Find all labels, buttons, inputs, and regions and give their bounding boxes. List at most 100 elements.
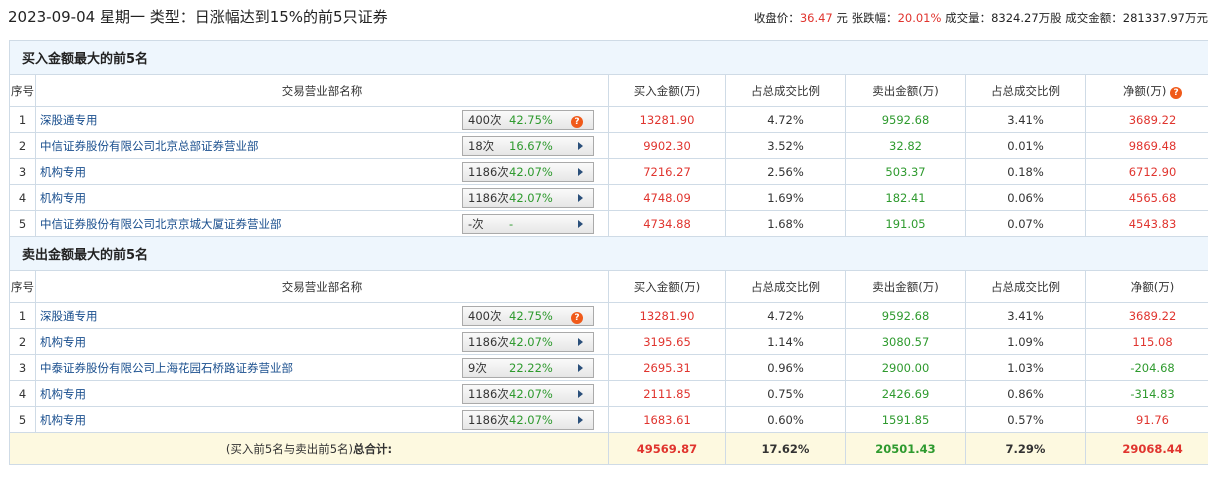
sell-amount: 2900.00 (845, 354, 966, 381)
list-rate: 42.07% (509, 413, 553, 427)
close-unit: 元 (832, 11, 852, 25)
col-sell-amount-header: 卖出金额(万) (845, 74, 966, 107)
branch-stats-button[interactable]: 9次 22.22% (462, 358, 594, 378)
amount-label: 成交金额： (1061, 11, 1123, 25)
col-sell-amount-label: 卖出金额(万) (872, 279, 939, 294)
table-row: 5 中信证券股份有限公司北京京城大厦证券营业部 -次 - 4734.88 1.68… (9, 210, 1208, 237)
total-label-bold: 总合计: (353, 441, 393, 456)
amount-value: 281337.97万元 (1122, 11, 1208, 25)
branch-name-link[interactable]: 中信证券股份有限公司北京京城大厦证券营业部 (40, 216, 282, 231)
row-no: 1 (9, 106, 36, 133)
buy-amount: 9902.30 (608, 132, 726, 159)
list-count: 1186次 (468, 335, 509, 349)
volume-value: 8324.27万股 (991, 11, 1062, 25)
branch-cell: 机构专用 1186次 42.07% (35, 406, 609, 433)
net-amount: 9869.48 (1084, 132, 1208, 159)
buy-ratio: 4.72% (725, 106, 846, 133)
sell-amount: 9592.68 (845, 302, 966, 329)
buy-amount: 2695.31 (608, 354, 726, 381)
branch-name-link[interactable]: 中信证券股份有限公司北京总部证券营业部 (40, 138, 259, 153)
buy-amount: 4734.88 (608, 210, 726, 237)
branch-name-link[interactable]: 机构专用 (40, 412, 86, 427)
net-amount: -204.68 (1084, 354, 1208, 381)
buy-ratio: 1.69% (725, 184, 846, 211)
buy-ratio: 0.75% (725, 380, 846, 407)
buy-ratio: 0.60% (725, 406, 846, 433)
branch-stats-button[interactable]: 1186次 42.07% (462, 332, 594, 352)
arrow-right-icon[interactable] (578, 215, 583, 233)
list-rate: 42.07% (509, 191, 553, 205)
table-row: 1 深股通专用 400次 42.75%? 13281.90 4.72% 9592.… (9, 106, 1208, 133)
col-branch-name-header: 交易营业部名称 (35, 270, 609, 303)
branch-name-link[interactable]: 机构专用 (40, 164, 86, 179)
branch-cell: 中泰证券股份有限公司上海花园石桥路证券营业部 9次 22.22% (35, 354, 609, 381)
branch-stats-button[interactable]: 1186次 42.07% (462, 384, 594, 404)
buy-amount: 2111.85 (608, 380, 726, 407)
page-title: 2023-09-04 星期一 类型：日涨幅达到15%的前5只证券 (8, 8, 388, 26)
sell-ratio: 0.18% (965, 158, 1086, 185)
col-buy-ratio-label: 占总成交比例 (751, 83, 820, 98)
buy-amount: 4748.09 (608, 184, 726, 211)
arrow-right-icon[interactable] (578, 359, 583, 377)
sell-amount: 2426.69 (845, 380, 966, 407)
col-no-header: 序号 (9, 74, 36, 107)
branch-cell: 机构专用 1186次 42.07% (35, 158, 609, 185)
table-row: 2 中信证券股份有限公司北京总部证券营业部 18次 16.67% 9902.30 … (9, 132, 1208, 159)
list-count: 1186次 (468, 387, 509, 401)
list-count: 400次 (468, 113, 502, 127)
table-row: 3 机构专用 1186次 42.07% 7216.27 2.56% 503.37 … (9, 158, 1208, 185)
sell-ratio: 1.09% (965, 328, 1086, 355)
row-no: 4 (9, 380, 36, 407)
branch-name-link[interactable]: 中泰证券股份有限公司上海花园石桥路证券营业部 (40, 360, 293, 375)
list-count: 1186次 (468, 165, 509, 179)
branch-stats-button[interactable]: 400次 42.75%? (462, 110, 594, 130)
arrow-right-icon[interactable] (578, 333, 583, 351)
branch-stats-button[interactable]: 1186次 42.07% (462, 162, 594, 182)
section-title: 卖出金额最大的前5名 (8, 236, 1208, 271)
net-amount: 6712.90 (1084, 158, 1208, 185)
branch-name-link[interactable]: 深股通专用 (40, 112, 98, 127)
col-sell-ratio-header: 占总成交比例 (965, 270, 1086, 303)
arrow-right-icon[interactable] (578, 137, 583, 155)
branch-stats-button[interactable]: 18次 16.67% (462, 136, 594, 156)
table-row: 3 中泰证券股份有限公司上海花园石桥路证券营业部 9次 22.22% 2695.3… (9, 354, 1208, 381)
branch-stats-button[interactable]: 400次 42.75%? (462, 306, 594, 326)
arrow-right-icon[interactable] (578, 411, 583, 429)
arrow-right-icon[interactable] (578, 163, 583, 181)
close-label: 收盘价： (753, 11, 800, 25)
total-row: (买入前5名与卖出前5名)总合计: 49569.87 17.62% 20501.… (9, 432, 1208, 465)
total-label-prefix: (买入前5名与卖出前5名) (225, 441, 353, 456)
sell-ratio: 1.03% (965, 354, 1086, 381)
branch-name-link[interactable]: 机构专用 (40, 334, 86, 349)
col-net-amount-header: 净额(万) (1084, 270, 1208, 303)
list-rate: 42.75% (509, 309, 553, 323)
sell-amount: 503.37 (845, 158, 966, 185)
help-icon[interactable]: ? (571, 111, 583, 129)
list-rate: 42.07% (509, 387, 553, 401)
branch-stats-button[interactable]: 1186次 42.07% (462, 410, 594, 430)
branch-stats-button[interactable]: 1186次 42.07% (462, 188, 594, 208)
sell-ratio: 3.41% (965, 106, 1086, 133)
col-branch-name-label: 交易营业部名称 (281, 83, 363, 98)
list-count: 400次 (468, 309, 502, 323)
branch-stats-button[interactable]: -次 - (462, 214, 594, 234)
branch-name-link[interactable]: 深股通专用 (40, 308, 98, 323)
arrow-right-icon[interactable] (578, 385, 583, 403)
section-title-row: 卖出金额最大的前5名 (8, 236, 1208, 271)
col-buy-ratio-label: 占总成交比例 (751, 279, 820, 294)
list-rate: 42.07% (509, 165, 553, 179)
change-label: 张跌幅： (851, 11, 898, 25)
net-amount: 4565.68 (1084, 184, 1208, 211)
buy-ratio: 3.52% (725, 132, 846, 159)
list-count: 18次 (468, 139, 495, 153)
branch-name-link[interactable]: 机构专用 (40, 386, 86, 401)
buy-ratio: 1.14% (725, 328, 846, 355)
help-icon[interactable]: ? (571, 307, 583, 325)
section-title: 买入金额最大的前5名 (8, 40, 1208, 75)
arrow-right-icon[interactable] (578, 189, 583, 207)
help-icon[interactable]: ? (1170, 86, 1183, 99)
branch-name-link[interactable]: 机构专用 (40, 190, 86, 205)
net-amount: -314.83 (1084, 380, 1208, 407)
sell-amount: 32.82 (845, 132, 966, 159)
col-buy-amount-header: 买入金额(万) (608, 74, 726, 107)
